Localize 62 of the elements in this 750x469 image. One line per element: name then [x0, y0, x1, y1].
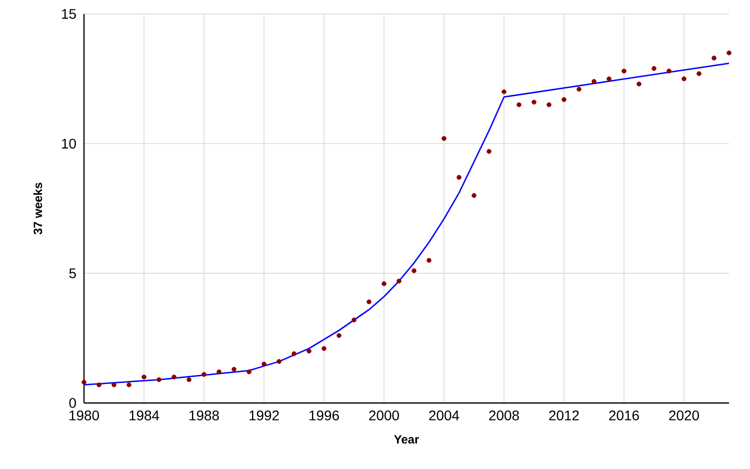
y-tick-label: 0 — [69, 398, 76, 408]
point — [442, 136, 446, 141]
point — [532, 100, 536, 105]
point — [246, 369, 252, 374]
y-axis-title: 37 weeks — [33, 182, 42, 234]
point — [322, 346, 326, 351]
x-tick-label: 1980 — [70, 410, 99, 420]
point — [232, 366, 236, 372]
x-tick-label: 1996 — [310, 410, 339, 420]
point — [682, 76, 686, 82]
point — [606, 76, 612, 82]
y-tick-label: 15 — [62, 9, 76, 19]
point — [426, 258, 432, 263]
point — [412, 268, 416, 274]
y-tick-label: 10 — [62, 138, 76, 149]
point — [156, 377, 162, 382]
point — [96, 382, 102, 388]
point — [262, 362, 266, 366]
point — [276, 359, 282, 364]
point — [366, 299, 372, 304]
x-tick-label: 1992 — [250, 410, 279, 420]
point — [486, 149, 492, 154]
point — [726, 50, 732, 56]
x-tick-label: 2008 — [489, 410, 519, 420]
point — [712, 56, 716, 60]
point — [472, 193, 476, 198]
point — [352, 318, 356, 322]
x-tick-label: 2012 — [549, 410, 579, 420]
point — [142, 374, 146, 380]
point — [306, 348, 312, 354]
point — [502, 89, 506, 94]
point — [666, 68, 672, 74]
point — [622, 68, 626, 74]
point — [636, 82, 642, 86]
x-tick-label: 2000 — [369, 410, 399, 420]
point — [456, 174, 462, 180]
point — [382, 281, 386, 286]
x-tick-label: 2020 — [669, 410, 699, 420]
point — [186, 377, 192, 382]
x-tick-label: 1988 — [190, 410, 219, 420]
x-tick-label: 1984 — [130, 410, 160, 420]
x-tick-label: 2016 — [609, 410, 639, 420]
point — [216, 369, 222, 374]
x-tick-label: 2004 — [429, 410, 460, 420]
point — [696, 71, 702, 76]
point — [82, 380, 86, 385]
point — [202, 372, 206, 377]
y-tick-label: 5 — [69, 268, 76, 278]
point — [112, 382, 116, 388]
point — [652, 66, 656, 71]
point — [576, 86, 582, 92]
point — [562, 97, 566, 102]
point — [336, 333, 342, 338]
point — [396, 278, 402, 284]
point — [546, 102, 552, 108]
point — [292, 351, 296, 356]
line-series — [83, 62, 730, 386]
point — [126, 382, 132, 388]
x-axis-title: Year — [394, 435, 419, 444]
point — [592, 79, 596, 84]
point — [172, 374, 176, 380]
point — [516, 102, 522, 108]
